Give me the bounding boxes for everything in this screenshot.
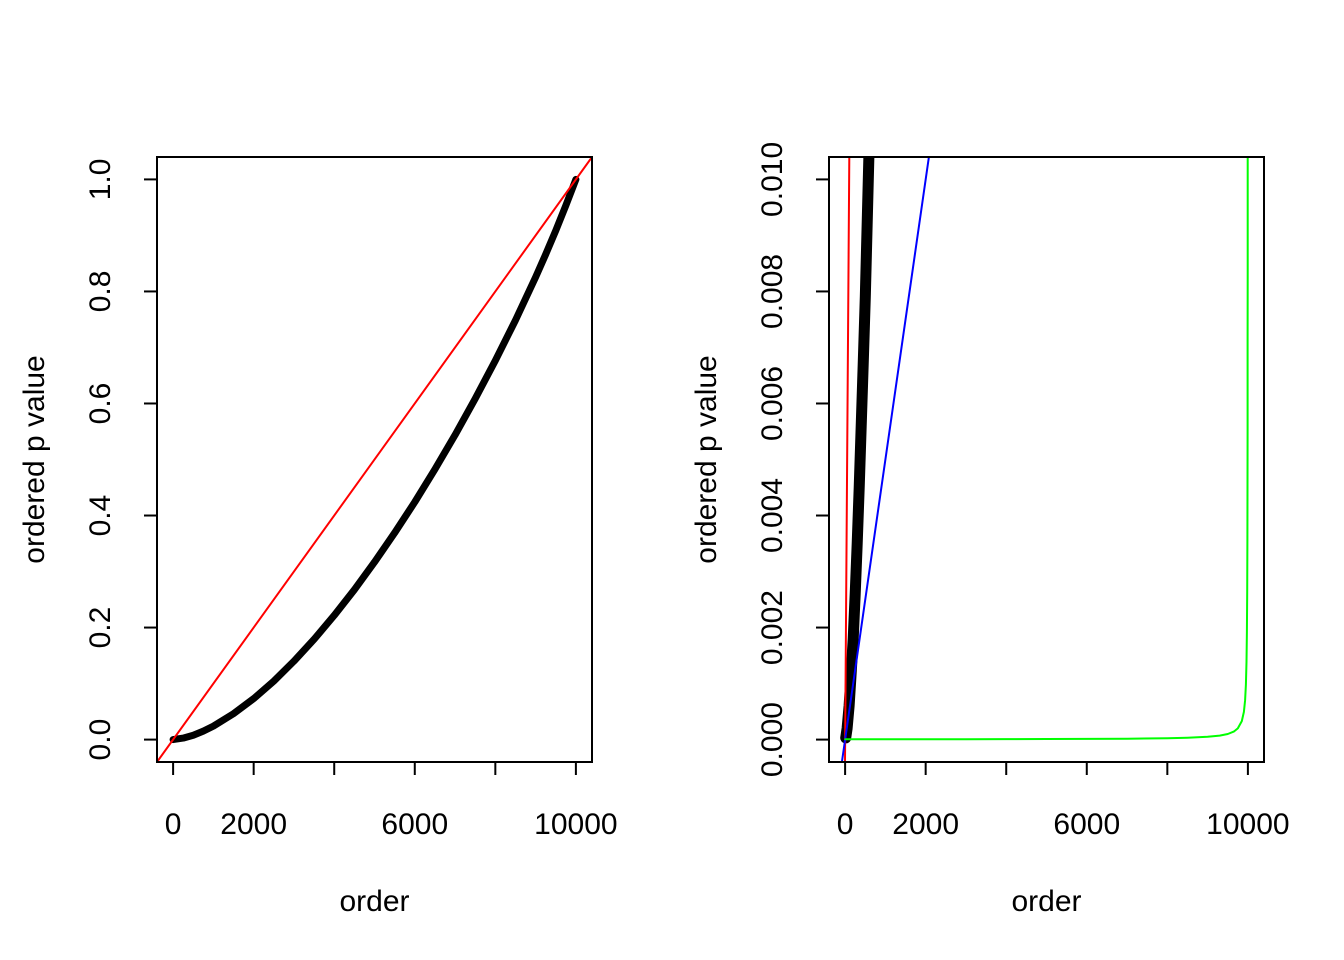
x-tick-label: 10000 [534,808,617,841]
y-tick-label: 0.010 [756,142,789,217]
y-tick-label: 0.004 [756,478,789,553]
x-tick-label: 6000 [1053,808,1120,841]
plot-box [156,156,593,763]
x-tick-label: 6000 [381,808,448,841]
y-axis-title: ordered p value [18,355,51,563]
x-axis-title: order [339,885,409,918]
uniform-reference-series [844,157,851,762]
x-tick-label: 0 [165,808,182,841]
y-tick-label: 0.0 [84,719,117,761]
y-tick-label: 1.0 [84,159,117,201]
y-axis-title: ordered p value [690,355,723,563]
plot-area [157,157,592,762]
panel-full-range: 0 2000 6000 10000 0.0 0.2 0.4 0.6 0.8 1.0 order ord… [18,156,618,918]
plot-box [828,156,1265,763]
y-tick-label: 0.2 [84,607,117,649]
y-tick-label: 0.002 [756,590,789,665]
ordered-p-values-series [169,175,580,744]
y-tick-label: 0.006 [756,366,789,441]
y-tick-label: 0.6 [84,383,117,425]
y-tick-label: 0.8 [84,271,117,313]
plot-area [840,157,1249,762]
x-axis-title: order [1011,885,1081,918]
y-tick-label: 0.008 [756,254,789,329]
y-tick-label: 0.4 [84,495,117,537]
x-tick-label: 2000 [220,808,287,841]
panel-zoomed: 0 2000 6000 10000 0.000 0.002 0.004 0.006 0.008 0… [690,142,1290,918]
x-tick-label: 10000 [1206,808,1289,841]
uniform-reference-series [157,157,592,762]
x-tick-label: 0 [837,808,854,841]
y-tick-label: 0.000 [756,702,789,777]
holm-threshold-series [844,157,1249,741]
bh-threshold-series [840,157,930,762]
x-tick-label: 2000 [892,808,959,841]
